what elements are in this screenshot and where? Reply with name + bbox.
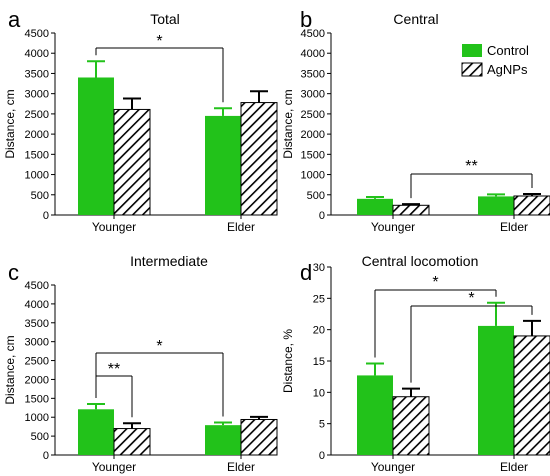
- y-tick-label: 3000: [25, 337, 49, 349]
- y-tick-label: 1000: [301, 170, 325, 182]
- panel-d: d Central locomotion 0 5 10 15 20 25 30 Distance,…: [281, 253, 550, 474]
- legend-swatch-agnps: [461, 62, 483, 77]
- bar-agnps-elder: [240, 418, 278, 456]
- y-tick-label: 0: [319, 450, 325, 462]
- y-tick-label: 4500: [301, 28, 325, 40]
- legend-swatch-control: [462, 44, 482, 57]
- x-tick-label: Younger: [371, 460, 415, 474]
- bar-agnps-younger: [392, 204, 430, 216]
- y-tick-label: 2000: [301, 129, 325, 141]
- bar-control-elder: [478, 196, 514, 215]
- y-tick-label: 10: [313, 387, 325, 399]
- bar-agnps-younger: [113, 108, 151, 216]
- panel-title: Central: [393, 11, 438, 27]
- significance-label: **: [465, 158, 477, 175]
- legend: Control AgNPs: [461, 43, 529, 77]
- y-axis-label: Distance, cm: [281, 89, 295, 158]
- significance-bracket: **: [410, 158, 533, 199]
- y-axis-label: Distance, cm: [3, 335, 17, 404]
- y-tick-label: 2000: [25, 129, 49, 141]
- bar-control-younger: [78, 409, 114, 455]
- panel-letter: d: [300, 260, 312, 285]
- significance-label: *: [156, 338, 162, 355]
- y-tick-label: 1500: [25, 393, 49, 405]
- y-tick-label: 5: [319, 419, 325, 431]
- panel-letter: a: [8, 7, 21, 32]
- y-tick-label: 1000: [25, 412, 49, 424]
- significance-bracket: *: [95, 33, 224, 103]
- bar-control-elder: [478, 325, 514, 455]
- y-tick-label: 25: [313, 293, 325, 305]
- bar-agnps-younger: [392, 396, 430, 456]
- y-tick-label: 1500: [301, 149, 325, 161]
- panel-c: c Intermediate 0 500 1000 1500 2000 2500 3000 350…: [3, 253, 278, 474]
- significance-bracket: *: [410, 290, 533, 383]
- y-tick-label: 3000: [25, 89, 49, 101]
- significance-bracket: *: [95, 338, 224, 417]
- legend-label-control: Control: [487, 43, 529, 58]
- panel-title: Total: [150, 11, 180, 27]
- panel-b: b Central 0 500 1000 1500 2000 2500 3000 3500 4000…: [281, 7, 550, 234]
- significance-label: *: [156, 33, 162, 50]
- y-tick-label: 3500: [25, 68, 49, 80]
- bar-control-younger: [357, 375, 393, 455]
- panel-title: Intermediate: [130, 253, 208, 269]
- y-axis-label: Distance, cm: [3, 89, 17, 158]
- bar-control-elder: [205, 115, 241, 215]
- y-tick-label: 0: [319, 210, 325, 222]
- significance-bracket: *: [374, 274, 497, 358]
- panel-letter: b: [300, 7, 312, 32]
- x-tick-label: Elder: [227, 460, 255, 474]
- bar-agnps-elder: [513, 195, 550, 216]
- panel-letter: c: [8, 260, 19, 285]
- y-tick-label: 2500: [301, 109, 325, 121]
- y-tick-label: 4500: [25, 28, 49, 40]
- x-tick-label: Younger: [92, 220, 136, 234]
- y-tick-label: 4000: [25, 299, 49, 311]
- legend-label-agnps: AgNPs: [487, 62, 528, 77]
- y-tick-label: 2500: [25, 109, 49, 121]
- significance-label: *: [432, 274, 438, 291]
- y-tick-label: 30: [313, 262, 325, 274]
- x-tick-label: Elder: [500, 460, 528, 474]
- y-axis-label: Distance, %: [281, 329, 295, 393]
- panel-a: a Total 0 500 1000 1500 2000 2500 3000 3500 4000 45…: [3, 7, 278, 234]
- y-tick-label: 2000: [25, 374, 49, 386]
- panel-title: Central locomotion: [362, 253, 479, 269]
- y-tick-label: 0: [43, 210, 49, 222]
- bar-control-elder: [205, 425, 241, 455]
- x-tick-label: Younger: [92, 460, 136, 474]
- y-tick-label: 500: [31, 431, 49, 443]
- y-tick-label: 0: [43, 450, 49, 462]
- bar-control-younger: [357, 198, 393, 215]
- y-tick-label: 4000: [25, 48, 49, 60]
- x-tick-label: Elder: [500, 220, 528, 234]
- y-tick-label: 1500: [25, 149, 49, 161]
- y-tick-label: 2500: [25, 356, 49, 368]
- y-tick-label: 1000: [25, 170, 49, 182]
- y-tick-label: 15: [313, 356, 325, 368]
- y-tick-label: 4500: [25, 280, 49, 292]
- bar-agnps-younger: [113, 428, 151, 456]
- significance-label: *: [468, 290, 474, 307]
- y-tick-label: 3000: [301, 89, 325, 101]
- bar-agnps-elder: [240, 102, 278, 216]
- y-tick-label: 3500: [301, 68, 325, 80]
- y-tick-label: 500: [31, 190, 49, 202]
- y-tick-label: 20: [313, 325, 325, 337]
- significance-bracket: **: [95, 361, 133, 418]
- x-tick-label: Younger: [371, 220, 415, 234]
- y-tick-label: 4000: [301, 48, 325, 60]
- significance-label: **: [108, 361, 120, 378]
- x-tick-label: Elder: [227, 220, 255, 234]
- y-tick-label: 500: [307, 190, 325, 202]
- bar-control-younger: [78, 77, 114, 215]
- y-tick-label: 3500: [25, 318, 49, 330]
- bar-agnps-elder: [513, 335, 550, 456]
